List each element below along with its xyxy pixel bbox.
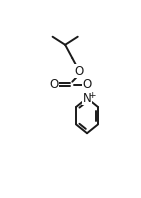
Text: +: +	[89, 91, 96, 100]
Text: O: O	[50, 78, 59, 91]
Text: O: O	[82, 78, 92, 91]
Text: N: N	[83, 92, 91, 105]
Text: O: O	[75, 65, 84, 78]
